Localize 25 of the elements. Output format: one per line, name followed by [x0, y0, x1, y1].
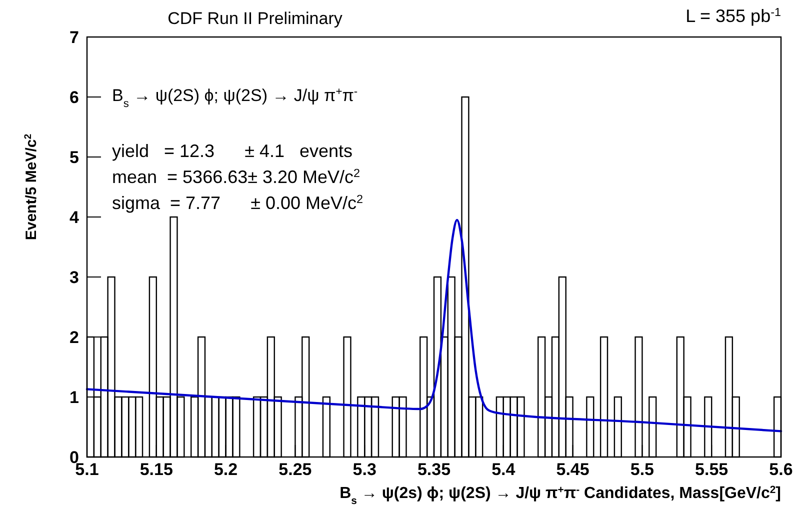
x-tick-label: 5.2	[214, 460, 238, 479]
line-series	[86, 218, 782, 432]
x-tick-label: 5.35	[417, 460, 451, 479]
annotation: mean = 5366.63± 3.20 MeV/c$^{2}$	[112, 166, 360, 187]
y-tick-label: 6	[70, 88, 79, 107]
y-tick-label: 7	[70, 28, 79, 47]
x-tick-label: 5.15	[140, 460, 173, 479]
chart-title: CDF Run II Preliminary	[168, 9, 343, 28]
x-tick-label: 5.4	[492, 460, 516, 479]
x-tick-label: 5.45	[556, 460, 590, 479]
annotation: sigma = 7.77 ± 0.00 MeV/c$^{2}$	[112, 192, 364, 213]
x-tick-label: 5.6	[769, 460, 793, 479]
text: B$_{s}$ → ψ(2s) ϕ; ψ(2S) → J/ψ π$^{+}$π$^{-}$ Candidates, Mass[GeV/c$^{2}$]	[340, 484, 781, 506]
x-tick-label: 5.25	[278, 460, 312, 479]
y-tick-label: 3	[70, 268, 79, 287]
text: L = 355 pb$^{-1}$	[686, 6, 781, 26]
annotation: B$_{s}$ → ψ(2S) ϕ; ψ(2S) → J/ψ π$^{+}$π$^{-}$	[112, 86, 358, 110]
y-tick-label: 5	[70, 148, 79, 167]
x-tick-label: 5.5	[630, 460, 654, 479]
y-tick-label: 1	[70, 388, 79, 407]
y-tick-label: 4	[70, 208, 80, 227]
x-tick-label: 5.55	[695, 460, 728, 479]
annotation: yield = 12.3 ± 4.1 events	[112, 141, 353, 161]
x-tick-label: 5.3	[352, 460, 376, 479]
y-tick-label: 2	[70, 328, 79, 347]
